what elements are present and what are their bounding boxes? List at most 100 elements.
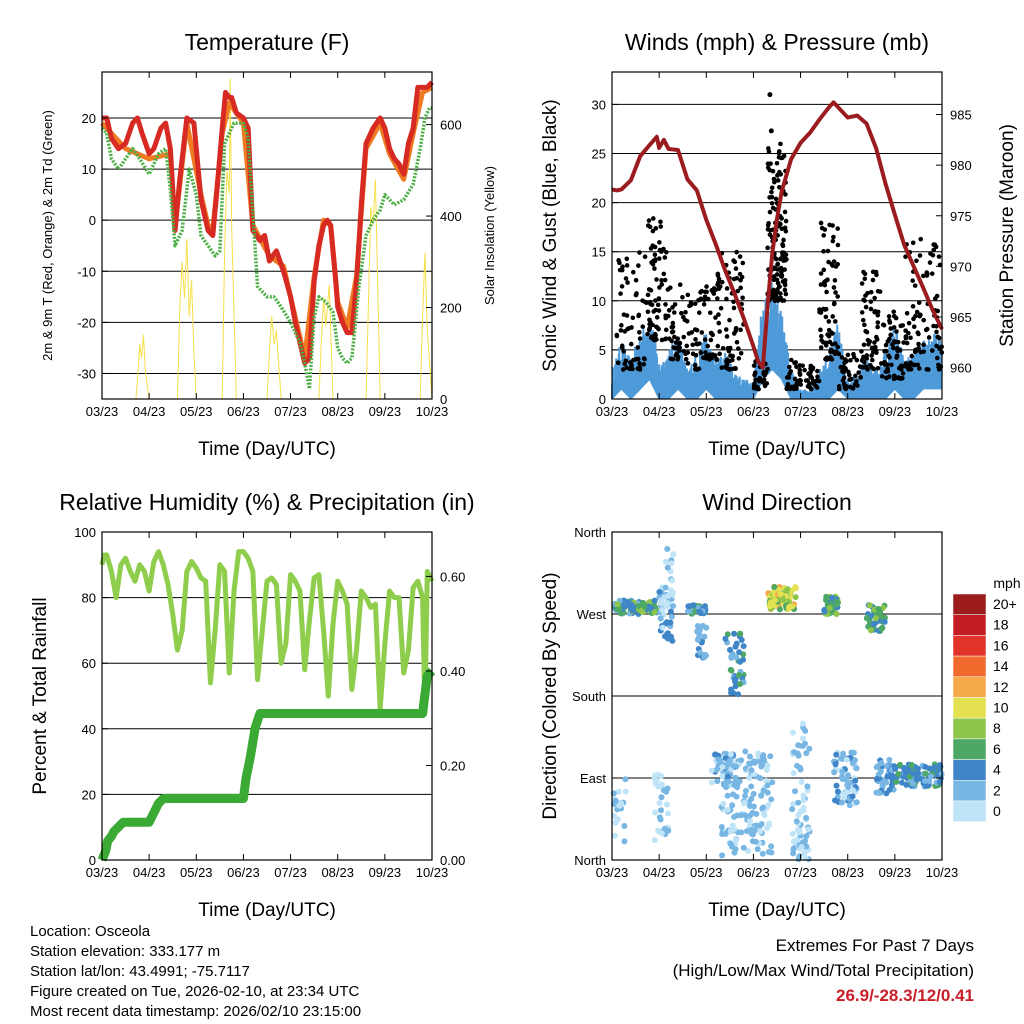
wind-direction-point	[696, 608, 703, 615]
gust-point	[926, 335, 932, 340]
gust-point	[614, 333, 620, 339]
legend-label: 16	[993, 637, 1009, 653]
wind-direction-point	[881, 618, 888, 625]
wind-direction-point	[740, 643, 747, 650]
wind-direction-point	[759, 850, 766, 857]
wind-direction-point	[758, 762, 765, 769]
gust-point	[821, 340, 826, 345]
wind-direction-point	[769, 602, 776, 609]
x-tick-label: 03/23	[596, 404, 629, 419]
gust-point	[780, 253, 785, 259]
gust-point	[693, 337, 698, 342]
gust-point	[630, 269, 636, 275]
gust-point	[862, 276, 868, 282]
gust-point	[624, 256, 630, 262]
gust-point	[727, 345, 733, 351]
x-tick-label: 04/23	[643, 865, 676, 880]
gust-point	[734, 275, 740, 281]
x-tick-label: 07/23	[274, 865, 307, 880]
created-text: Figure created on Tue, 2026-02-10, at 23…	[30, 983, 360, 1000]
gust-point	[672, 302, 678, 307]
legend-swatch	[952, 717, 987, 740]
wind-direction-point	[873, 775, 880, 782]
wind-direction-point	[821, 607, 828, 614]
wind-direction-point	[737, 680, 744, 687]
wind-direction-point	[839, 773, 846, 780]
wind-direction-point	[750, 790, 757, 797]
wind-direction-point	[757, 775, 764, 782]
wind-direction-point	[829, 594, 836, 601]
gust-point	[656, 326, 661, 332]
wind-direction-point	[849, 787, 856, 794]
gust-point	[621, 312, 627, 317]
wind-direction-point	[771, 597, 778, 604]
legend-swatch	[952, 697, 987, 719]
gust-point	[637, 329, 642, 335]
wind-direction-point	[719, 773, 726, 780]
legend-label: 4	[993, 762, 1001, 778]
wind-direction-point	[724, 631, 731, 638]
gust-point	[715, 296, 720, 301]
gust-point	[716, 320, 722, 326]
gust-point	[865, 337, 871, 343]
gust-point	[936, 335, 942, 341]
gust-point	[869, 353, 874, 358]
wind-direction-point	[728, 689, 735, 696]
wind-direction-point	[886, 786, 893, 793]
gust-point	[779, 216, 784, 221]
gust-point	[894, 353, 900, 359]
gust-point	[899, 367, 904, 372]
wind-direction-point	[798, 778, 805, 785]
wind-direction-point	[833, 782, 840, 789]
wind-direction-point	[657, 807, 664, 814]
wind-direction-point	[703, 624, 710, 631]
gust-point	[656, 296, 662, 301]
gust-point	[653, 257, 658, 262]
gust-point	[830, 238, 836, 244]
gust-point	[875, 288, 881, 294]
solar-insolation-line	[135, 78, 433, 400]
wind-direction-point	[662, 620, 669, 627]
gust-point	[673, 353, 679, 358]
gust-point	[859, 358, 865, 363]
gust-point	[875, 312, 881, 318]
wind-direction-point	[722, 635, 729, 642]
wind-direction-point	[800, 797, 807, 804]
gust-point	[887, 336, 892, 342]
gust-point	[778, 141, 783, 147]
wind-direction-point	[746, 817, 753, 824]
gust-point	[779, 269, 784, 275]
gust-point	[617, 260, 622, 266]
gust-point	[751, 363, 757, 368]
x-tick-label: 07/23	[784, 865, 817, 880]
wind-direction-point	[803, 843, 810, 850]
wind-direction-point	[927, 773, 934, 780]
gust-point	[868, 299, 874, 304]
gust-point	[718, 305, 724, 311]
wind-direction-point	[738, 829, 745, 836]
gust-point	[868, 289, 874, 295]
gust-point	[771, 295, 777, 300]
gust-point	[781, 237, 786, 243]
gust-point	[821, 233, 827, 238]
gust-point	[768, 161, 773, 166]
gust-point	[620, 264, 625, 270]
wind-direction-point	[614, 605, 621, 612]
gust-point	[654, 277, 659, 282]
wind-direction-point	[845, 772, 852, 779]
gust-point	[794, 383, 799, 389]
gust-point	[844, 358, 849, 364]
gust-point	[670, 320, 676, 326]
wind-direction-point	[746, 753, 753, 760]
gust-point	[780, 243, 786, 249]
gust-point	[915, 362, 921, 368]
humidity-xlabel: Time (Day/UTC)	[198, 900, 336, 921]
gust-point	[817, 309, 822, 315]
winds-xlabel: Time (Day/UTC)	[708, 439, 846, 460]
wind-direction-point	[727, 646, 734, 653]
gust-point	[898, 323, 904, 329]
gust-point	[921, 342, 926, 348]
gust-point	[779, 250, 785, 255]
gust-point	[835, 344, 841, 350]
wind-direction-point	[670, 603, 677, 610]
